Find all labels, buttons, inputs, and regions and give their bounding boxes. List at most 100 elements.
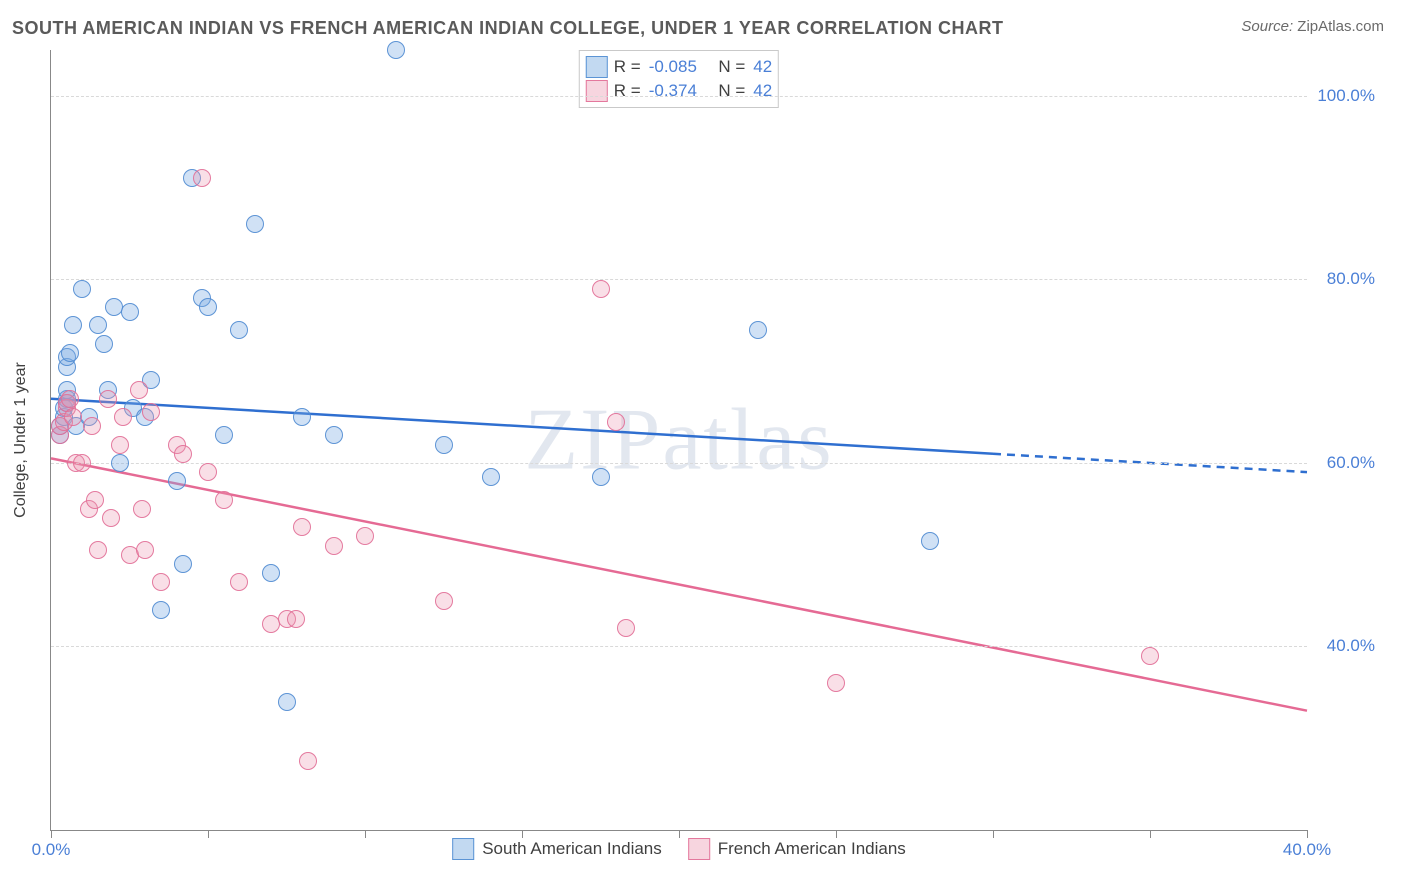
data-point [64,408,82,426]
data-point [387,41,405,59]
data-point [287,610,305,628]
data-point [278,693,296,711]
r-value-blue: -0.085 [649,55,697,79]
data-point [83,417,101,435]
r-label: R = [614,79,641,103]
swatch-blue-icon [586,56,608,78]
r-value-pink: -0.374 [649,79,697,103]
swatch-pink-icon [586,80,608,102]
data-point [174,555,192,573]
data-point [199,298,217,316]
data-point [1141,647,1159,665]
y-tick-label: 100.0% [1315,86,1375,106]
gridline [51,463,1307,464]
gridline [51,96,1307,97]
n-value-blue: 42 [753,55,772,79]
data-point [293,408,311,426]
data-point [152,573,170,591]
data-point [607,413,625,431]
x-tick-label: 40.0% [1283,840,1331,860]
data-point [168,472,186,490]
data-point [356,527,374,545]
data-point [617,619,635,637]
plot-area: College, Under 1 year ZIPatlas R = -0.08… [50,50,1307,831]
swatch-blue-icon [452,838,474,860]
legend-item-blue: South American Indians [452,838,662,860]
data-point [152,601,170,619]
legend-label: French American Indians [718,839,906,859]
data-point [921,532,939,550]
legend: South American Indians French American I… [452,838,906,860]
x-tick [836,830,837,838]
data-point [199,463,217,481]
trend-lines [51,50,1307,830]
source-label: Source: [1241,18,1293,35]
x-tick [365,830,366,838]
data-point [73,454,91,472]
x-tick-label: 0.0% [32,840,71,860]
n-label: N = [718,79,745,103]
data-point [121,303,139,321]
swatch-pink-icon [688,838,710,860]
data-point [592,280,610,298]
n-value-pink: 42 [753,79,772,103]
data-point [215,491,233,509]
x-tick [1150,830,1151,838]
data-point [482,468,500,486]
data-point [64,316,82,334]
data-point [827,674,845,692]
data-point [130,381,148,399]
source-attribution: Source: ZipAtlas.com [1241,18,1384,35]
source-value: ZipAtlas.com [1297,18,1384,35]
y-tick-label: 60.0% [1315,453,1375,473]
data-point [592,468,610,486]
data-point [325,537,343,555]
x-tick [208,830,209,838]
legend-item-pink: French American Indians [688,838,906,860]
data-point [111,454,129,472]
y-tick-label: 80.0% [1315,269,1375,289]
gridline [51,279,1307,280]
gridline [51,646,1307,647]
data-point [299,752,317,770]
data-point [246,215,264,233]
data-point [102,509,120,527]
data-point [86,491,104,509]
data-point [89,541,107,559]
correlation-stats-box: R = -0.085 N = 42 R = -0.374 N = 42 [579,50,779,108]
x-tick [993,830,994,838]
n-label: N = [718,55,745,79]
x-tick [51,830,52,838]
data-point [230,321,248,339]
data-point [325,426,343,444]
x-tick [679,830,680,838]
stats-row-pink: R = -0.374 N = 42 [586,79,772,103]
x-tick [522,830,523,838]
chart-title: SOUTH AMERICAN INDIAN VS FRENCH AMERICAN… [12,18,1004,39]
data-point [61,344,79,362]
y-axis-title: College, Under 1 year [12,362,30,518]
data-point [133,500,151,518]
data-point [111,436,129,454]
data-point [174,445,192,463]
data-point [262,564,280,582]
data-point [749,321,767,339]
data-point [89,316,107,334]
data-point [99,390,117,408]
legend-label: South American Indians [482,839,662,859]
data-point [193,169,211,187]
watermark: ZIPatlas [524,390,833,491]
stats-row-blue: R = -0.085 N = 42 [586,55,772,79]
y-tick-label: 40.0% [1315,636,1375,656]
data-point [435,592,453,610]
data-point [293,518,311,536]
data-point [215,426,233,444]
data-point [73,280,91,298]
data-point [61,390,79,408]
chart-container: SOUTH AMERICAN INDIAN VS FRENCH AMERICAN… [0,0,1406,892]
data-point [435,436,453,454]
data-point [114,408,132,426]
data-point [95,335,113,353]
data-point [142,403,160,421]
data-point [230,573,248,591]
